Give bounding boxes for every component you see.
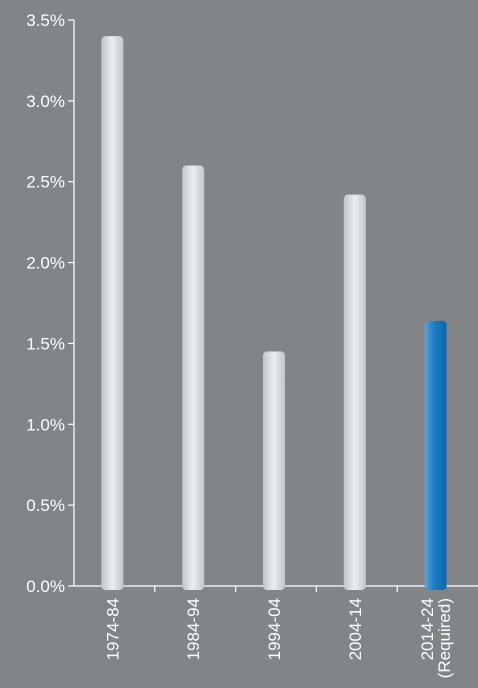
x-category-label: (Required) xyxy=(435,598,454,678)
y-tick-label: 3.5% xyxy=(26,11,65,30)
y-axis: 0.0% 0.5% 1.0% 1.5% 2.0% 2.5% 3.0% 3.5% xyxy=(26,11,75,596)
y-tick-label: 1.0% xyxy=(26,415,65,434)
x-category-label: 2014-24 xyxy=(418,598,437,660)
y-tick-label: 2.5% xyxy=(26,173,65,192)
x-category-label: 2004-14 xyxy=(346,598,365,660)
bars xyxy=(101,36,447,591)
category-labels: 1974-84 1984-94 1994-04 2004-14 2014-24(Requ… xyxy=(103,598,454,678)
x-category-label: 1984-94 xyxy=(184,598,203,660)
y-tick-label: 1.5% xyxy=(26,334,65,353)
bar xyxy=(343,194,366,590)
y-tick-label: 0.0% xyxy=(26,577,65,596)
bar-highlight xyxy=(424,320,447,590)
y-tick-label: 0.5% xyxy=(26,496,65,515)
y-tick-label: 3.0% xyxy=(26,92,65,111)
bar xyxy=(182,165,205,591)
y-tick-label: 2.0% xyxy=(26,254,65,273)
bar xyxy=(101,36,124,590)
bar xyxy=(263,351,285,590)
x-category-label: 1974-84 xyxy=(103,598,122,660)
x-category-label: 1994-04 xyxy=(265,598,284,660)
